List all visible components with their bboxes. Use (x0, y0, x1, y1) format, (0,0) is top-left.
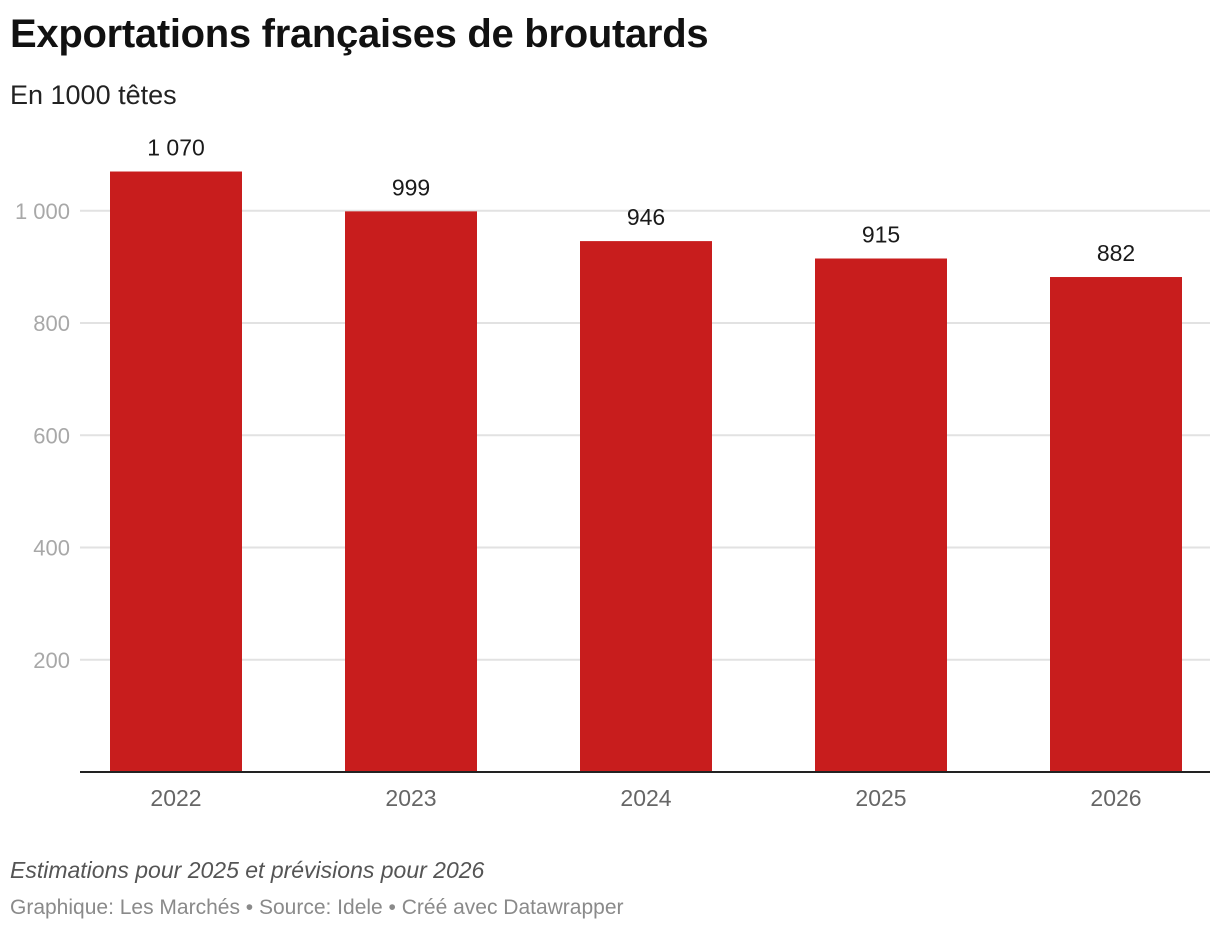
chart-credits: Graphique: Les Marchés • Source: Idele •… (10, 896, 624, 919)
y-tick-label: 800 (33, 311, 70, 336)
bar-2022 (110, 171, 242, 773)
data-label-2022: 1 070 (147, 135, 205, 161)
chart-title: Exportations françaises de broutards (10, 12, 709, 56)
data-label-2026: 882 (1097, 240, 1135, 266)
y-tick-label: 600 (33, 423, 70, 448)
bar-2026 (1050, 277, 1182, 772)
chart-note: Estimations pour 2025 et prévisions pour… (10, 857, 485, 883)
data-label-2023: 999 (392, 174, 430, 200)
x-tick-label-2025: 2025 (855, 785, 906, 811)
y-tick-label: 200 (33, 648, 70, 673)
data-label-2025: 915 (862, 222, 900, 248)
y-tick-label: 400 (33, 536, 70, 561)
bar-2023 (345, 211, 477, 772)
y-tick-label: 1 000 (15, 199, 70, 224)
bars (110, 171, 1182, 773)
x-tick-label-2023: 2023 (385, 785, 436, 811)
bar-2025 (815, 258, 947, 772)
axes: 200 400 600 800 1 000 2022 2023 2024 2025 2026 (15, 199, 1210, 811)
x-tick-label-2022: 2022 (150, 785, 201, 811)
data-label-2024: 946 (627, 204, 665, 230)
bar-2024 (580, 241, 712, 772)
x-tick-label-2026: 2026 (1090, 785, 1141, 811)
x-tick-label-2024: 2024 (620, 785, 671, 811)
data-labels: 1 070 999 946 915 882 (147, 135, 1135, 267)
chart-subtitle: En 1000 têtes (10, 80, 177, 110)
